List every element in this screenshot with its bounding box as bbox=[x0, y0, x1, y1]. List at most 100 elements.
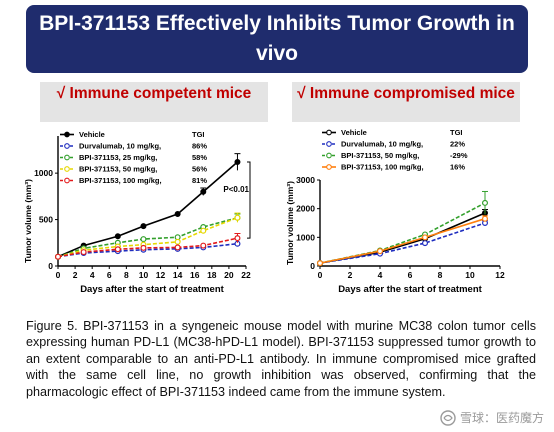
series-0 bbox=[316, 209, 489, 267]
legend-label: Vehicle bbox=[79, 130, 105, 139]
legend-marker bbox=[64, 166, 70, 172]
legend-tgi: 16% bbox=[450, 163, 465, 172]
legend-label: BPI-371153, 25 mg/kg, bbox=[79, 153, 157, 162]
legend-tgi: -29% bbox=[450, 151, 468, 160]
legend-tgi: 56% bbox=[192, 165, 207, 174]
y-tick-label: 0 bbox=[48, 261, 53, 271]
data-point bbox=[174, 210, 181, 217]
y-axis-label: Tumor volume (mm³) bbox=[23, 179, 33, 263]
x-tick-label: 18 bbox=[207, 270, 217, 280]
x-tick-label: 6 bbox=[107, 270, 112, 280]
legend-tgi: 81% bbox=[192, 176, 207, 185]
x-tick-label: 14 bbox=[173, 270, 183, 280]
data-point bbox=[234, 214, 241, 221]
series-0 bbox=[54, 153, 241, 260]
data-point bbox=[114, 233, 121, 240]
y-tick-label: 1000 bbox=[296, 232, 315, 242]
legend-marker bbox=[326, 141, 332, 147]
x-tick-label: 8 bbox=[124, 270, 129, 280]
series-line bbox=[319, 217, 486, 264]
y-tick-label: 2000 bbox=[296, 204, 315, 214]
legend-header: TGI bbox=[192, 130, 205, 139]
x-tick-label: 0 bbox=[318, 270, 323, 280]
legend-label: Durvalumab, 10 mg/kg, bbox=[341, 140, 423, 149]
legend-tgi: 58% bbox=[192, 153, 207, 162]
legend: TGI Vehicle Durvalumab, 10 mg/kg, 22% BPI-37… bbox=[322, 128, 468, 172]
data-point bbox=[234, 158, 241, 165]
data-point bbox=[140, 244, 147, 251]
data-point bbox=[200, 242, 207, 249]
data-point bbox=[140, 236, 147, 243]
data-point bbox=[234, 235, 241, 242]
y-axis-label: Tumor volume (mm³) bbox=[285, 181, 295, 265]
data-point bbox=[174, 238, 181, 245]
series-3 bbox=[316, 215, 489, 267]
data-point bbox=[200, 227, 207, 234]
figure-caption: Figure 5. BPI-371153 in a syngeneic mous… bbox=[26, 319, 536, 399]
chart-immune-competent: 0 2 4 6 8 10 12 14 16 18 20 22 0 500 1000 Days after th… bbox=[23, 130, 251, 295]
legend-marker bbox=[326, 164, 332, 170]
x-tick-label: 12 bbox=[156, 270, 166, 280]
data-point bbox=[422, 240, 429, 247]
series-2 bbox=[316, 190, 489, 267]
data-point bbox=[316, 260, 323, 267]
x-tick-label: 12 bbox=[495, 270, 505, 280]
data-point bbox=[200, 188, 207, 195]
y-tick-label: 1000 bbox=[34, 168, 53, 178]
y-tick-label: 500 bbox=[39, 215, 53, 225]
series-line bbox=[319, 202, 486, 264]
x-axis-label: Days after the start of treatment bbox=[80, 284, 224, 295]
x-tick-label: 20 bbox=[224, 270, 234, 280]
data-point bbox=[80, 249, 87, 256]
data-point bbox=[482, 215, 489, 222]
significance-bracket bbox=[247, 161, 251, 239]
watermark-text: 雪球：医药魔方 bbox=[459, 411, 544, 425]
legend-marker bbox=[326, 152, 332, 159]
significance-label: P<0.01 bbox=[223, 185, 249, 194]
x-tick-label: 4 bbox=[378, 270, 383, 280]
panel-banner-immune-compromised: √ Immune compromised mice bbox=[292, 82, 520, 122]
series-4 bbox=[54, 233, 241, 260]
legend-marker bbox=[64, 131, 70, 138]
page-title: BPI-371153 Effectively Inhibits Tumor Gr… bbox=[26, 5, 528, 73]
legend-marker bbox=[64, 154, 70, 161]
legend-marker bbox=[326, 129, 332, 136]
x-tick-label: 8 bbox=[438, 270, 443, 280]
watermark: 雪球：医药魔方 bbox=[440, 409, 544, 426]
data-point bbox=[422, 234, 429, 241]
legend-label: Vehicle bbox=[341, 128, 367, 137]
data-point bbox=[54, 253, 61, 260]
legend-marker bbox=[64, 143, 70, 149]
x-tick-label: 10 bbox=[139, 270, 149, 280]
data-point bbox=[140, 223, 147, 230]
data-point bbox=[114, 246, 121, 253]
x-tick-label: 2 bbox=[73, 270, 78, 280]
series-line bbox=[319, 222, 486, 264]
x-tick-label: 2 bbox=[348, 270, 353, 280]
panel-banner-immune-competent: √ Immune competent mice bbox=[40, 82, 268, 122]
x-tick-label: 22 bbox=[241, 270, 251, 280]
data-point bbox=[174, 244, 181, 251]
legend-tgi: 22% bbox=[450, 140, 465, 149]
legend-marker bbox=[64, 177, 70, 184]
series-line bbox=[319, 212, 486, 264]
legend-label: BPI-371153, 100 mg/kg, bbox=[341, 163, 424, 172]
data-point bbox=[482, 199, 489, 206]
y-tick-label: 3000 bbox=[296, 175, 315, 185]
x-tick-label: 4 bbox=[90, 270, 95, 280]
chart-immune-compromised: 0 2 4 6 8 10 12 0 1000 2000 3000 Days after the sta… bbox=[285, 128, 505, 295]
x-tick-label: 0 bbox=[56, 270, 61, 280]
legend-header: TGI bbox=[450, 128, 463, 137]
x-tick-label: 10 bbox=[465, 270, 475, 280]
legend-label: BPI-371153, 50 mg/kg, bbox=[79, 165, 157, 174]
x-tick-label: 6 bbox=[408, 270, 413, 280]
x-tick-label: 16 bbox=[190, 270, 200, 280]
x-axis-label: Days after the start of treatment bbox=[338, 284, 482, 295]
data-point bbox=[376, 248, 383, 255]
legend: TGI Vehicle Durvalumab, 10 mg/kg, 86% BPI-37… bbox=[60, 130, 207, 185]
legend-tgi: 86% bbox=[192, 142, 207, 151]
legend-label: Durvalumab, 10 mg/kg, bbox=[79, 142, 161, 151]
y-tick-label: 0 bbox=[310, 261, 315, 271]
snowball-icon bbox=[440, 409, 456, 426]
legend-label: BPI-371153, 100 mg/kg, bbox=[79, 176, 162, 185]
